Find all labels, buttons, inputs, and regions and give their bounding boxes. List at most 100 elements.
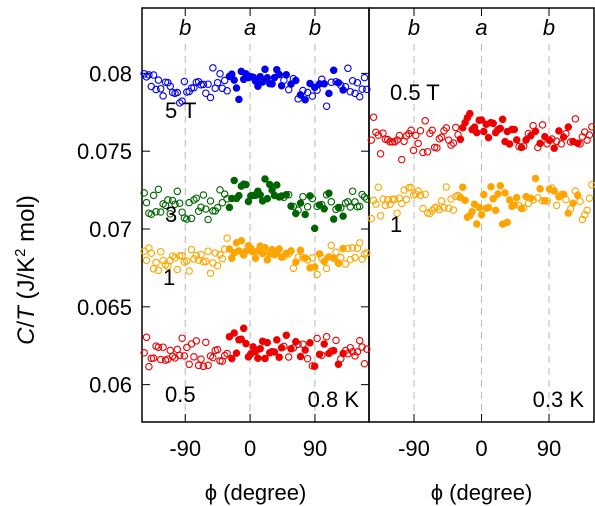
data-point bbox=[220, 351, 229, 360]
data-point bbox=[254, 354, 262, 362]
data-point bbox=[322, 264, 331, 273]
data-point bbox=[341, 260, 350, 268]
data-point bbox=[294, 340, 302, 349]
data-point bbox=[220, 76, 229, 85]
data-point bbox=[287, 247, 295, 255]
data-point bbox=[583, 206, 591, 215]
data-point bbox=[348, 187, 357, 195]
data-point bbox=[202, 338, 210, 347]
data-point bbox=[348, 244, 357, 252]
data-point bbox=[237, 335, 246, 343]
data-point bbox=[369, 113, 378, 121]
data-point bbox=[178, 334, 186, 342]
data-point bbox=[320, 340, 328, 348]
data-point bbox=[206, 269, 215, 277]
data-point bbox=[344, 64, 352, 73]
y-axis-label: C/T (J/K2 mol) bbox=[12, 195, 40, 345]
data-point bbox=[275, 245, 283, 253]
data-point bbox=[325, 89, 333, 98]
data-point bbox=[299, 86, 307, 95]
data-point bbox=[192, 251, 201, 260]
data-point bbox=[178, 251, 186, 260]
data-point bbox=[346, 343, 355, 352]
data-point bbox=[187, 214, 196, 223]
data-point bbox=[440, 203, 448, 212]
data-point bbox=[407, 183, 415, 192]
data-point bbox=[487, 182, 495, 191]
data-point bbox=[173, 265, 182, 274]
data-point bbox=[402, 195, 411, 204]
data-point bbox=[194, 361, 203, 370]
data-point bbox=[552, 201, 561, 210]
data-point bbox=[346, 255, 355, 264]
data-point bbox=[171, 200, 179, 208]
y-tick-label: 0.065 bbox=[77, 295, 132, 320]
data-point bbox=[395, 131, 404, 140]
data-point bbox=[451, 123, 460, 132]
series-label: 5 T bbox=[165, 98, 196, 123]
data-point bbox=[213, 262, 222, 270]
data-point bbox=[529, 196, 537, 204]
panel-frame bbox=[368, 7, 595, 423]
data-point bbox=[254, 82, 262, 90]
data-point bbox=[273, 336, 281, 344]
data-point bbox=[232, 349, 241, 357]
data-point bbox=[156, 247, 165, 256]
data-point bbox=[564, 123, 573, 131]
data-point bbox=[216, 186, 224, 194]
data-point bbox=[282, 71, 291, 79]
data-point bbox=[358, 190, 366, 199]
data-point bbox=[332, 248, 340, 256]
data-point bbox=[369, 196, 378, 205]
data-point bbox=[187, 245, 196, 254]
data-point bbox=[329, 215, 338, 223]
data-point bbox=[363, 85, 371, 94]
data-point bbox=[228, 70, 236, 78]
data-point bbox=[428, 126, 436, 135]
data-point bbox=[367, 214, 376, 223]
data-point bbox=[527, 131, 535, 140]
data-point bbox=[355, 202, 364, 211]
data-point bbox=[320, 257, 328, 266]
series-label: 1 bbox=[390, 212, 402, 237]
data-point bbox=[173, 187, 182, 196]
data-point bbox=[576, 197, 584, 205]
data-point bbox=[152, 85, 160, 94]
data-point bbox=[538, 121, 547, 129]
data-point bbox=[175, 351, 184, 360]
data-point bbox=[152, 258, 160, 267]
data-point bbox=[341, 82, 350, 91]
data-point bbox=[213, 78, 222, 87]
data-point bbox=[339, 212, 347, 220]
data-point bbox=[325, 189, 333, 198]
data-point bbox=[510, 125, 519, 134]
data-point bbox=[204, 215, 212, 224]
data-point bbox=[320, 205, 328, 213]
data-point bbox=[310, 263, 319, 271]
data-point bbox=[501, 189, 509, 197]
data-point bbox=[154, 185, 163, 194]
data-point bbox=[211, 249, 219, 257]
data-point bbox=[374, 183, 383, 192]
x-tick-label: 90 bbox=[537, 436, 561, 461]
data-point bbox=[585, 131, 594, 139]
data-point bbox=[268, 80, 276, 88]
data-point bbox=[218, 254, 227, 263]
data-point bbox=[140, 349, 148, 357]
data-point bbox=[519, 204, 528, 212]
data-point bbox=[564, 209, 573, 217]
data-point bbox=[329, 346, 338, 355]
data-point bbox=[194, 207, 203, 215]
data-point bbox=[261, 354, 269, 363]
data-point bbox=[355, 336, 364, 345]
data-point bbox=[569, 199, 577, 207]
data-point bbox=[206, 93, 215, 102]
data-point bbox=[216, 69, 224, 78]
data-point bbox=[152, 208, 160, 216]
data-point bbox=[503, 218, 512, 227]
data-point bbox=[213, 203, 222, 212]
data-point bbox=[550, 144, 558, 152]
data-point bbox=[421, 190, 429, 198]
data-point bbox=[159, 92, 167, 100]
data-point bbox=[154, 76, 163, 84]
